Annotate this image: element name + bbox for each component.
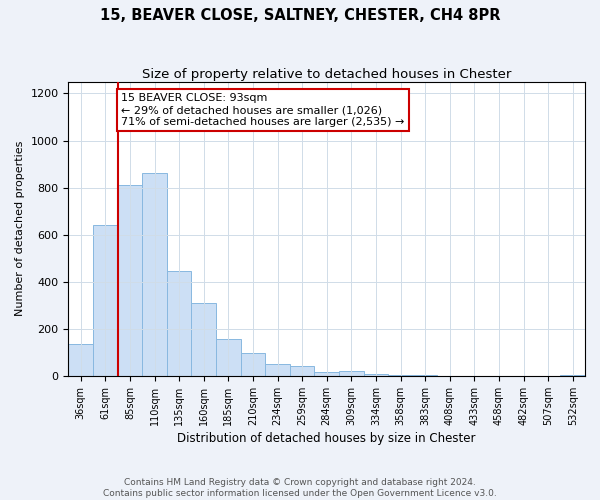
- Bar: [216, 339, 241, 376]
- Bar: [118, 186, 142, 376]
- Bar: [364, 374, 388, 376]
- Bar: [388, 375, 413, 376]
- Bar: [241, 354, 265, 376]
- Bar: [93, 226, 118, 376]
- X-axis label: Distribution of detached houses by size in Chester: Distribution of detached houses by size …: [178, 432, 476, 445]
- Text: 15, BEAVER CLOSE, SALTNEY, CHESTER, CH4 8PR: 15, BEAVER CLOSE, SALTNEY, CHESTER, CH4 …: [100, 8, 500, 22]
- Bar: [339, 371, 364, 376]
- Bar: [314, 372, 339, 376]
- Y-axis label: Number of detached properties: Number of detached properties: [15, 141, 25, 316]
- Bar: [142, 174, 167, 376]
- Text: Contains HM Land Registry data © Crown copyright and database right 2024.
Contai: Contains HM Land Registry data © Crown c…: [103, 478, 497, 498]
- Bar: [290, 366, 314, 376]
- Bar: [265, 364, 290, 376]
- Bar: [191, 303, 216, 376]
- Title: Size of property relative to detached houses in Chester: Size of property relative to detached ho…: [142, 68, 511, 80]
- Bar: [68, 344, 93, 376]
- Bar: [167, 271, 191, 376]
- Text: 15 BEAVER CLOSE: 93sqm
← 29% of detached houses are smaller (1,026)
71% of semi-: 15 BEAVER CLOSE: 93sqm ← 29% of detached…: [121, 94, 404, 126]
